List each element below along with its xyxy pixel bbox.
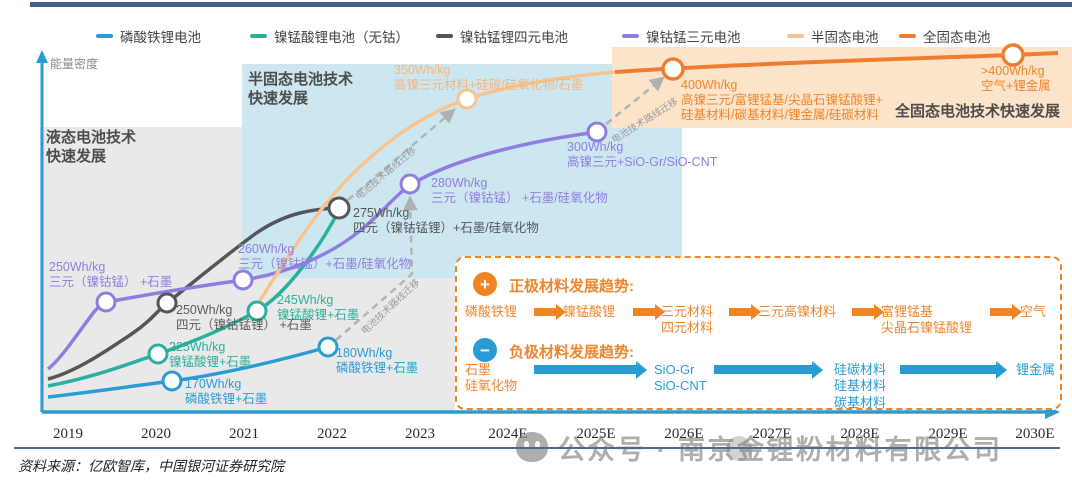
legend-dash-quaternary: [436, 34, 453, 38]
minus-icon: −: [473, 338, 497, 362]
flow-arrow-icon: [633, 303, 665, 320]
semisolid-phase-label: 半固态电池技术 快速发展: [248, 71, 354, 107]
annotation-allsolid-400: 400Wh/kg 高镍三元/富锂锰基/尖晶石镍锰酸锂+ 硅基材料/碳基材料/锂金属…: [681, 78, 883, 122]
cathode-item-li-rich: 富锂锰基 尖晶石镍锰酸锂: [881, 304, 973, 336]
flow-arrow-icon: [714, 360, 823, 379]
flow-arrow-icon: [534, 303, 566, 320]
allsolid-phase-label: 全固态电池技术快速发展: [895, 103, 1061, 120]
annotation-lfp-180: 180Wh/kg 磷酸铁锂+石墨: [336, 346, 419, 375]
legend-dash-ternary: [622, 34, 639, 38]
annotation-lfp-170: 170Wh/kg 磷酸铁锂+石墨: [185, 377, 268, 406]
legend-label: 全固态电池: [923, 30, 991, 45]
x-tick-2020: 2020: [141, 426, 171, 442]
legend-dash-nmo: [250, 34, 267, 38]
x-tick-2019: 2019: [53, 426, 83, 442]
annotation-allsolid-400plus: >400Wh/kg 空气+锂金属: [981, 64, 1051, 93]
annotation-ternary-260: 260Wh/kg 三元（镍钴锰）+石墨/硅氧化物: [238, 242, 412, 271]
cathode-item-nmo: 镍锰酸锂: [563, 304, 616, 319]
legend-item-nmo: 镍锰酸锂电池（无钴）: [250, 26, 409, 46]
x-tick-2027e: 2027E: [752, 426, 792, 442]
material-trend-panel: + 正极材料发展趋势: 磷酸铁锂 镍锰酸锂 三元材料 四元材料 三元高镍材料 富…: [455, 256, 1062, 410]
x-tick-2023: 2023: [405, 426, 435, 442]
x-tick-2026e: 2026E: [664, 426, 704, 442]
anode-trend-title: 负极材料发展趋势:: [509, 344, 634, 361]
annotation-ternary-250: 250Wh/kg 三元（镍钴锰） +石墨: [49, 260, 173, 289]
annotation-nmo-225: 225Wh/kg 镍锰酸锂+石墨: [169, 340, 252, 369]
legend-item-semisolid: 半固态电池: [787, 26, 879, 46]
annotation-quaternary-250: 250Wh/kg 四元（镍钴锰锂） +石墨: [176, 303, 312, 332]
flow-arrow-icon: [729, 303, 761, 320]
top-accent-bar: [30, 2, 1072, 7]
x-tick-2030e: 2030E: [1015, 426, 1055, 442]
x-tick-2022: 2022: [317, 426, 347, 442]
x-tick-2025e: 2025E: [576, 426, 616, 442]
plus-icon: +: [473, 272, 497, 296]
legend-dash-allsolid: [899, 34, 916, 38]
cathode-trend-title: 正极材料发展趋势:: [509, 278, 634, 295]
annotation-nmo-245: 245Wh/kg 镍锰酸锂+石墨: [277, 293, 360, 322]
cathode-item-ternary-quaternary: 三元材料 四元材料: [661, 304, 714, 336]
flow-arrow-icon: [900, 360, 1007, 379]
cathode-item-high-nickel: 三元高镍材料: [758, 304, 837, 319]
anode-item-graphite: 石墨 硅氧化物: [465, 362, 518, 394]
liquid-phase-label: 液态电池技术 快速发展: [46, 129, 137, 165]
legend-label: 半固态电池: [811, 30, 879, 45]
legend-item-lfp: 磷酸铁锂电池: [96, 26, 201, 46]
x-tick-2028e: 2028E: [840, 426, 880, 442]
x-tick-2021: 2021: [229, 426, 259, 442]
source-note: 资料来源：亿欧智库，中国银河证券研究院: [18, 460, 284, 475]
cathode-item-lfp: 磷酸铁锂: [465, 304, 518, 319]
cathode-item-air: 空气: [1020, 304, 1047, 319]
annotation-ternary-280: 280Wh/kg 三元（镍钴锰） +石墨/硅氧化物: [431, 176, 608, 205]
legend-label: 磷酸铁锂电池: [120, 30, 201, 45]
legend-label: 镍钴锰三元电池: [646, 30, 741, 45]
annotation-semisolid-350: 350Wh/kg 高镍三元材料+硅碳/硅氧化物/石墨: [394, 63, 584, 92]
legend-label: 镍锰酸锂电池（无钴）: [274, 30, 409, 45]
annotation-ternary-300: 300Wh/kg 高镍三元+SiO-Gr/SiO-CNT: [567, 140, 718, 169]
legend-dash-lfp: [96, 34, 113, 38]
legend-item-quaternary: 镍钴锰锂四元电池: [436, 26, 568, 46]
y-axis-arrow: [36, 50, 48, 63]
anode-item-si-c: 硅碳材料 硅基材料 碳基材料: [834, 362, 887, 410]
bottom-divider: [14, 447, 1060, 449]
legend-item-ternary: 镍钴锰三元电池: [622, 26, 741, 46]
flow-arrow-icon: [852, 303, 884, 320]
flow-arrow-icon: [990, 303, 1022, 320]
legend-dash-semisolid: [787, 34, 804, 38]
watermark-text: 公众号 · 南京金锂粉材料有限公司: [558, 434, 1003, 465]
y-axis-label: 能量密度: [50, 57, 99, 71]
legend-label: 镍钴锰锂四元电池: [460, 30, 568, 45]
legend-item-allsolid: 全固态电池: [899, 26, 991, 46]
anode-item-sio: SiO-Gr SiO-CNT: [654, 362, 707, 394]
anode-item-li-metal: 锂金属: [1016, 362, 1056, 377]
x-tick-2029e: 2029E: [928, 426, 968, 442]
flow-arrow-icon: [534, 360, 647, 379]
annotation-quaternary-275: 275Wh/kg 四元（镍钴锰锂）+石墨/硅氧化物: [353, 206, 539, 235]
